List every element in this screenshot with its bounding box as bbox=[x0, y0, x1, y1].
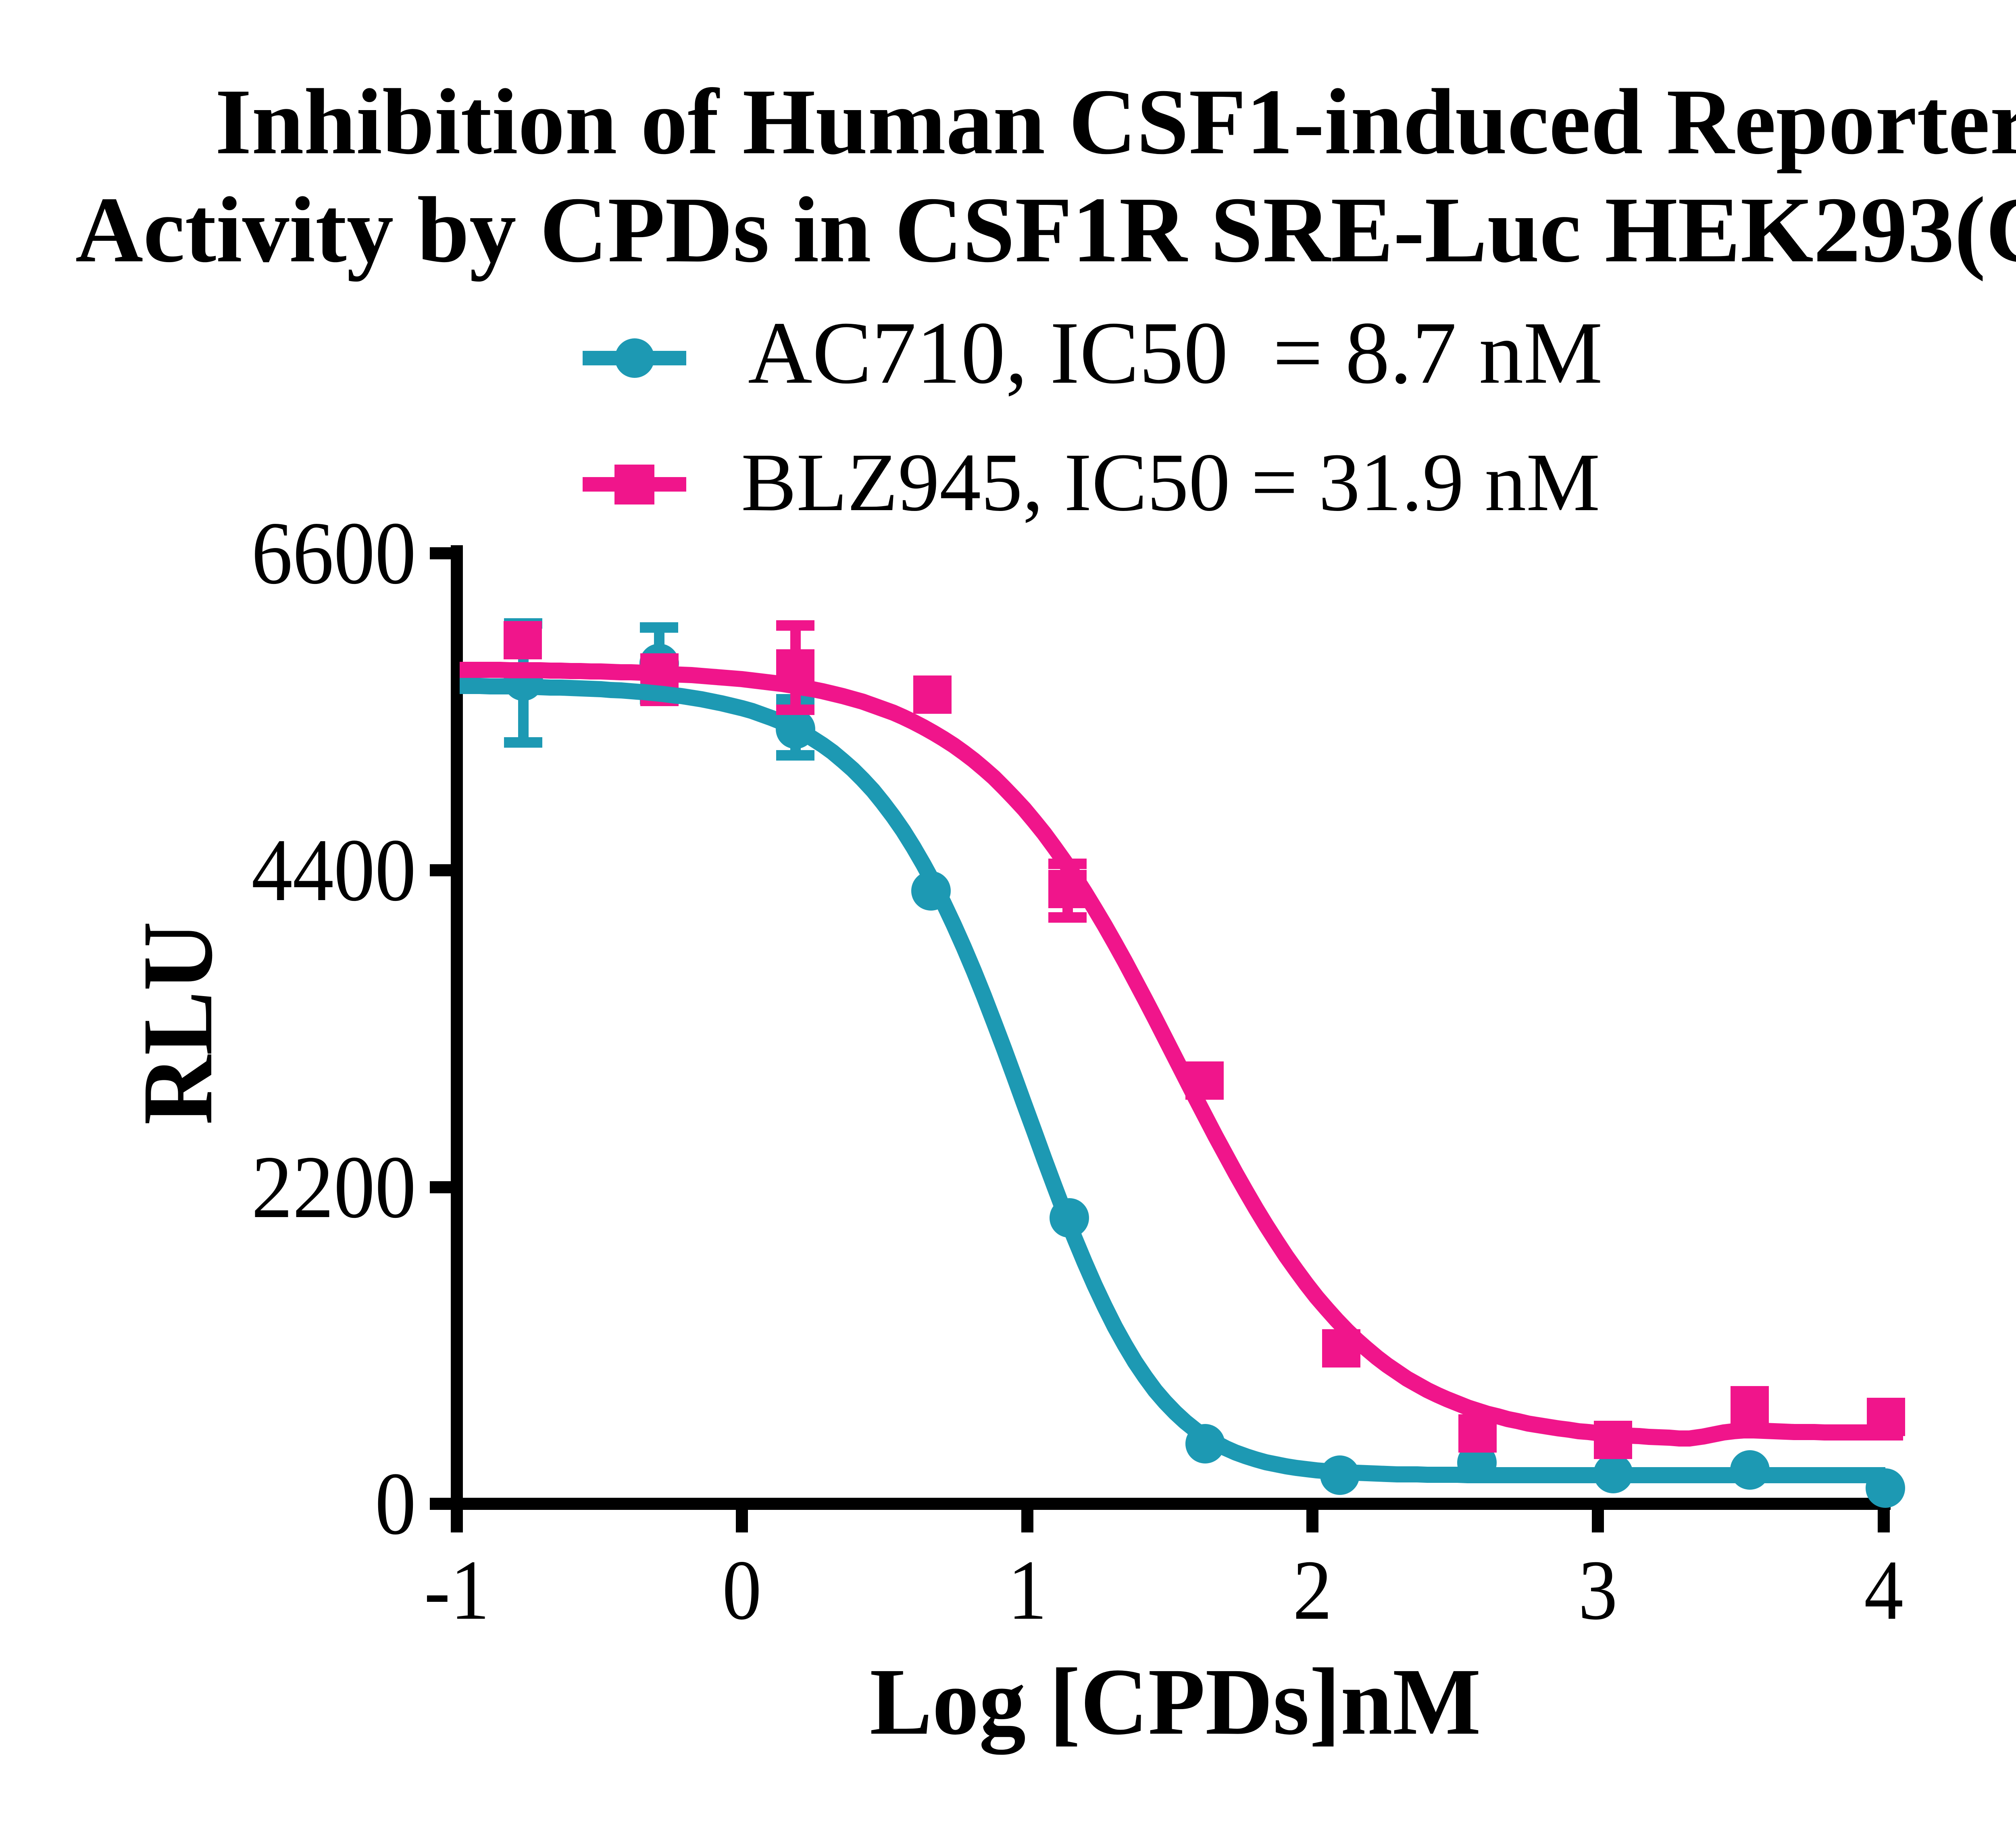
svg-text:2: 2 bbox=[1293, 1543, 1332, 1638]
svg-text:0: 0 bbox=[722, 1543, 762, 1638]
svg-text:3: 3 bbox=[1578, 1543, 1618, 1638]
svg-text:Log [CPDs]nM: Log [CPDs]nM bbox=[870, 1649, 1481, 1755]
svg-text:Inhibition of Human CSF1-induc: Inhibition of Human CSF1-induced Reporte… bbox=[215, 70, 2016, 174]
svg-text:6600: 6600 bbox=[252, 504, 416, 603]
svg-text:1: 1 bbox=[1008, 1543, 1047, 1638]
svg-text:AC710, IC50 = 8.7 nM: AC710, IC50 = 8.7 nM bbox=[748, 303, 1603, 402]
svg-text:0: 0 bbox=[375, 1454, 416, 1553]
svg-text:4: 4 bbox=[1864, 1543, 1904, 1638]
svg-text:4400: 4400 bbox=[252, 821, 416, 920]
svg-text:BLZ945, IC50 = 31.9 nM: BLZ945, IC50 = 31.9 nM bbox=[741, 436, 1600, 528]
svg-text:RLU: RLU bbox=[122, 921, 233, 1125]
svg-text:-1: -1 bbox=[424, 1543, 489, 1638]
svg-text:Activity by CPDs in CSF1R SRE-: Activity by CPDs in CSF1R SRE-Luc HEK293… bbox=[75, 178, 2016, 282]
svg-text:2200: 2200 bbox=[252, 1138, 416, 1237]
